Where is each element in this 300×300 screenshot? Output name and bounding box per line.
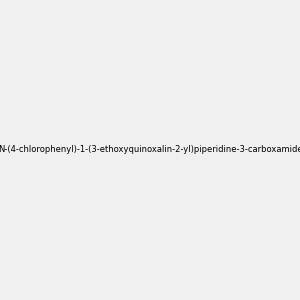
Text: N-(4-chlorophenyl)-1-(3-ethoxyquinoxalin-2-yl)piperidine-3-carboxamide: N-(4-chlorophenyl)-1-(3-ethoxyquinoxalin… bbox=[0, 146, 300, 154]
